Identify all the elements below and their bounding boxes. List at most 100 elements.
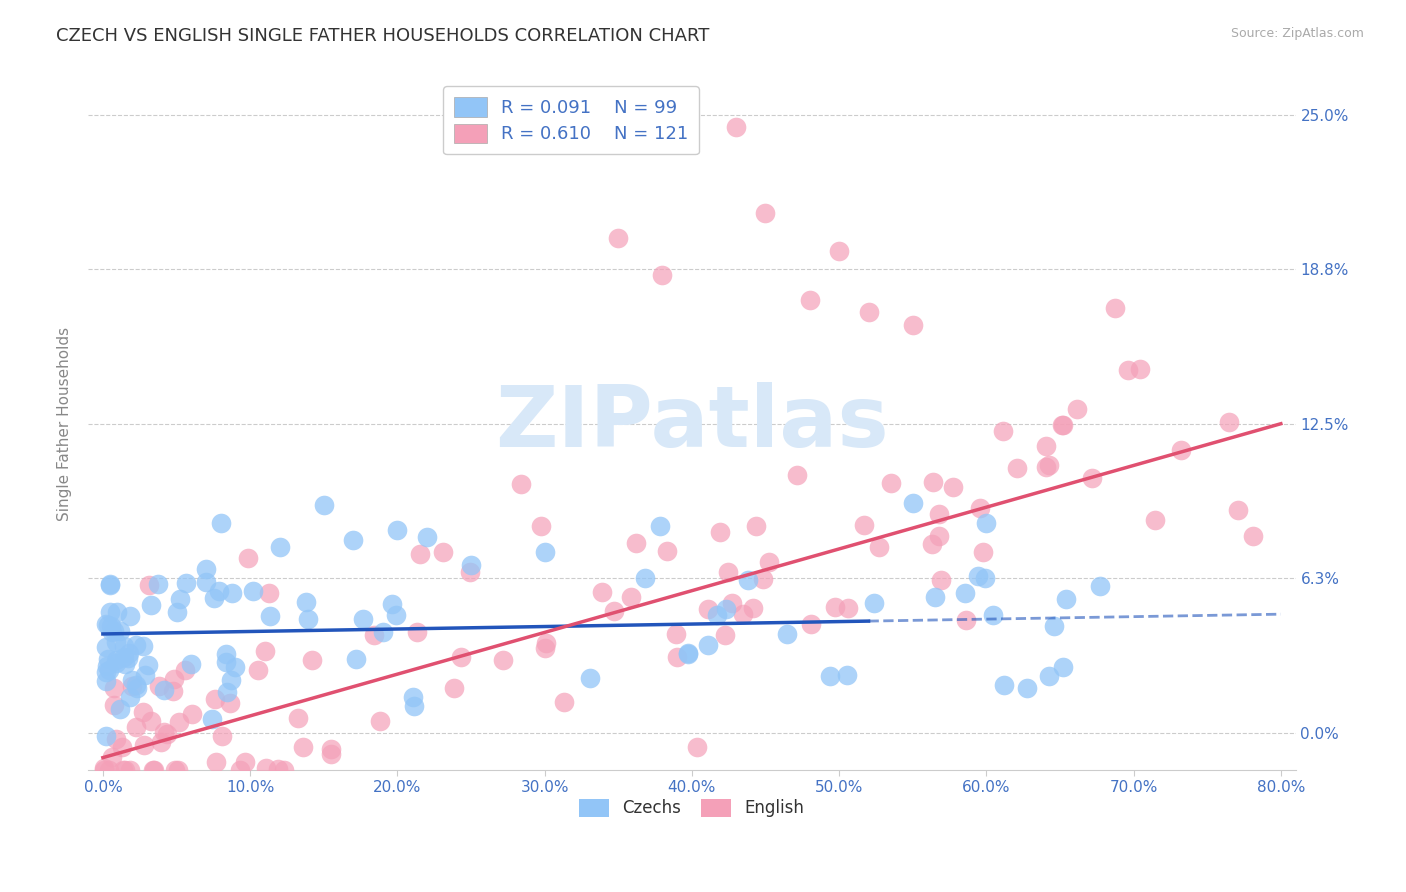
- Point: [94, 617, 117, 632]
- Point: [450, 649, 472, 664]
- Point: [104, 656, 127, 670]
- Point: [648, 518, 671, 533]
- Point: [165, 763, 187, 777]
- Point: [105, 653, 128, 667]
- Point: [828, 244, 851, 258]
- Point: [253, 644, 276, 658]
- Point: [509, 477, 531, 491]
- Point: [368, 714, 391, 728]
- Point: [295, 595, 318, 609]
- Point: [955, 613, 977, 627]
- Point: [676, 646, 699, 660]
- Point: [96, 658, 118, 673]
- Point: [211, 729, 233, 743]
- Point: [215, 655, 238, 669]
- Point: [97, 618, 120, 632]
- Point: [267, 762, 290, 776]
- Point: [112, 650, 135, 665]
- Point: [686, 739, 709, 754]
- Point: [725, 120, 748, 134]
- Point: [142, 763, 165, 777]
- Point: [156, 727, 179, 741]
- Point: [969, 501, 991, 516]
- Point: [1005, 461, 1028, 475]
- Point: [863, 596, 886, 610]
- Point: [402, 690, 425, 704]
- Point: [901, 318, 924, 332]
- Point: [167, 763, 190, 777]
- Point: [103, 624, 125, 638]
- Point: [626, 535, 648, 549]
- Point: [247, 663, 270, 677]
- Point: [195, 575, 218, 590]
- Point: [1129, 361, 1152, 376]
- Point: [665, 650, 688, 665]
- Point: [665, 627, 688, 641]
- Point: [928, 528, 950, 542]
- Point: [127, 681, 149, 695]
- Point: [409, 547, 432, 561]
- Point: [676, 648, 699, 662]
- Point: [132, 738, 155, 752]
- Point: [138, 578, 160, 592]
- Point: [1035, 460, 1057, 475]
- Point: [204, 692, 226, 706]
- Point: [242, 584, 264, 599]
- Point: [879, 476, 901, 491]
- Point: [141, 599, 163, 613]
- Point: [752, 572, 775, 586]
- Point: [953, 586, 976, 600]
- Point: [381, 597, 404, 611]
- Point: [94, 665, 117, 679]
- Point: [209, 516, 232, 530]
- Point: [553, 695, 575, 709]
- Point: [219, 697, 242, 711]
- Point: [121, 673, 143, 688]
- Point: [352, 612, 374, 626]
- Point: [202, 591, 225, 606]
- Point: [655, 544, 678, 558]
- Point: [94, 674, 117, 689]
- Point: [297, 612, 319, 626]
- Point: [118, 646, 141, 660]
- Point: [717, 565, 740, 579]
- Point: [292, 740, 315, 755]
- Point: [134, 668, 156, 682]
- Point: [363, 628, 385, 642]
- Point: [402, 699, 425, 714]
- Point: [1218, 415, 1240, 429]
- Text: Source: ZipAtlas.com: Source: ZipAtlas.com: [1230, 27, 1364, 40]
- Point: [371, 625, 394, 640]
- Point: [108, 624, 131, 638]
- Point: [125, 721, 148, 735]
- Point: [993, 677, 1015, 691]
- Point: [120, 763, 142, 777]
- Point: [697, 602, 720, 616]
- Point: [921, 537, 943, 551]
- Point: [458, 565, 481, 579]
- Point: [93, 763, 115, 777]
- Point: [1043, 619, 1066, 633]
- Point: [152, 682, 174, 697]
- Point: [132, 639, 155, 653]
- Point: [100, 605, 122, 619]
- Point: [1035, 439, 1057, 453]
- Point: [94, 640, 117, 654]
- Point: [416, 531, 439, 545]
- Point: [125, 638, 148, 652]
- Point: [221, 586, 243, 600]
- Point: [634, 571, 657, 585]
- Point: [800, 616, 823, 631]
- Point: [174, 576, 197, 591]
- Point: [287, 711, 309, 725]
- Point: [443, 681, 465, 695]
- Point: [591, 585, 613, 599]
- Point: [924, 591, 946, 605]
- Point: [837, 600, 859, 615]
- Point: [273, 763, 295, 777]
- Legend: Czechs, English: Czechs, English: [572, 792, 811, 824]
- Point: [97, 652, 120, 666]
- Point: [991, 425, 1014, 439]
- Point: [103, 698, 125, 713]
- Point: [533, 545, 555, 559]
